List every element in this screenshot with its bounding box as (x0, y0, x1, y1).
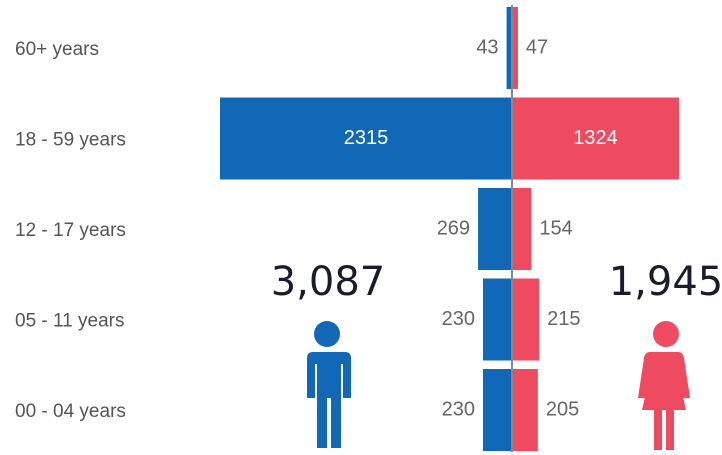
category-label: 18 - 59 years (15, 130, 126, 151)
category-label: 00 - 04 years (15, 401, 126, 422)
female-icon (638, 321, 690, 450)
value-label: 47 (526, 36, 548, 58)
value-label: 205 (546, 398, 579, 420)
category-label: 05 - 11 years (15, 311, 124, 332)
value-label: 154 (539, 217, 572, 239)
bar (512, 369, 538, 451)
total-label: 1,945 (609, 259, 722, 305)
bar (482, 278, 512, 361)
value-label: 230 (442, 308, 475, 330)
value-label: 43 (476, 36, 498, 58)
category-label: 60+ years (15, 39, 99, 60)
bar (506, 7, 512, 89)
value-label: 2315 (344, 127, 389, 149)
bar (478, 188, 512, 270)
value-label: 230 (442, 398, 475, 420)
bar (512, 97, 680, 180)
bar (512, 188, 532, 270)
male-icon (307, 321, 351, 448)
bar (512, 7, 518, 89)
value-label: 215 (547, 308, 580, 330)
value-label: 1324 (573, 127, 618, 149)
category-label: 12 - 17 years (15, 220, 126, 241)
bar (482, 369, 512, 451)
total-label: 3,087 (271, 259, 386, 305)
bar (512, 278, 540, 361)
bar (220, 97, 512, 180)
value-label: 269 (437, 217, 470, 239)
